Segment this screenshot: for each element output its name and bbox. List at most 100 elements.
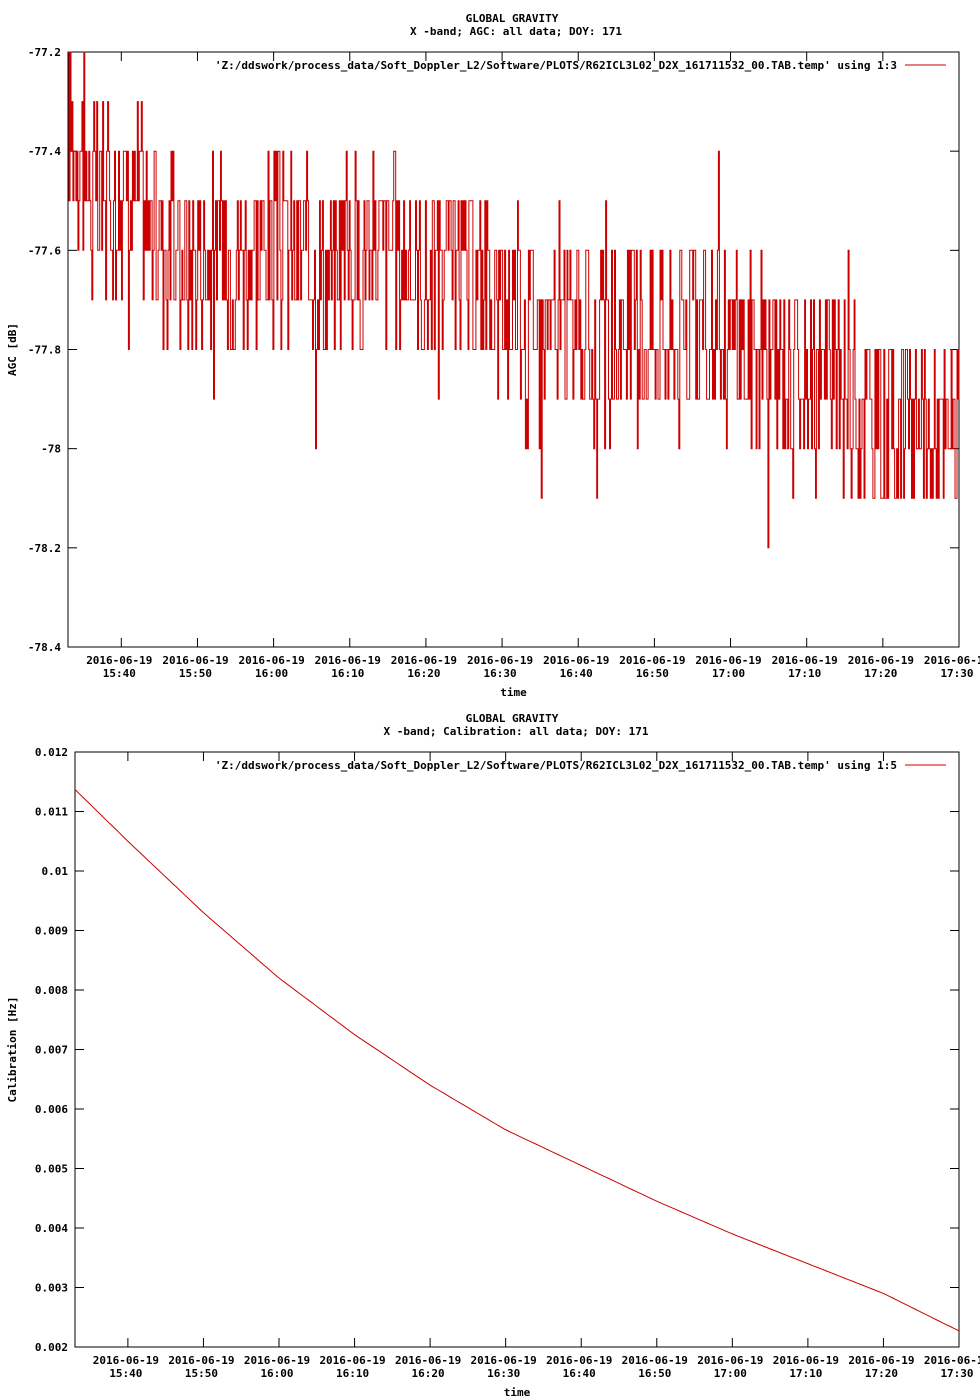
data-point [242,250,244,252]
x-tick-time: 15:50 [185,1367,218,1380]
x-tick-time: 16:40 [563,1367,596,1380]
data-point [74,789,76,791]
data-point [197,250,199,252]
data-point [775,373,777,375]
x-tick-date: 2016-06-19 [848,654,914,667]
data-point [278,977,280,979]
x-tick-date: 2016-06-19 [315,654,381,667]
data-point [67,101,69,103]
x-tick-date: 2016-06-19 [319,1354,385,1367]
x-tick-date: 2016-06-19 [467,654,533,667]
y-tick-label: 0.005 [35,1163,68,1176]
x-tick-date: 2016-06-19 [162,654,228,667]
data-point [429,1084,431,1086]
data-point [127,840,129,842]
data-point [372,250,374,252]
data-point [905,423,907,425]
data-point [395,250,397,252]
x-tick-time: 17:20 [864,667,897,680]
x-tick-time: 16:10 [331,667,364,680]
y-axis-label: Calibration [Hz] [6,997,19,1103]
x-tick-date: 2016-06-19 [244,1354,310,1367]
data-point [524,299,526,301]
x-tick-date: 2016-06-19 [619,654,685,667]
data-point [121,200,123,202]
x-tick-time: 16:20 [407,667,440,680]
x-tick-time: 16:50 [636,667,669,680]
x-tick-date: 2016-06-19 [471,1354,537,1367]
data-point [732,1233,734,1235]
x-tick-date: 2016-06-19 [695,654,761,667]
x-tick-date: 2016-06-19 [773,1354,839,1367]
x-axis-label: time [500,686,527,699]
data-point [319,274,321,276]
data-point [654,324,656,326]
data-point [501,299,503,301]
x-tick-time: 17:10 [789,1367,822,1380]
x-tick-date: 2016-06-19 [546,1354,612,1367]
x-tick-date: 2016-06-19 [543,654,609,667]
data-point [577,324,579,326]
data-point [580,1165,582,1167]
y-tick-label: 0.003 [35,1282,68,1295]
y-tick-label: -78.4 [28,641,61,654]
x-tick-date: 2016-06-19 [924,654,980,667]
chart-title: GLOBAL GRAVITY [466,712,559,725]
data-point [471,274,473,276]
x-axis-label: time [504,1386,531,1399]
y-tick-label: -78.2 [28,542,61,555]
y-tick-label: -77.2 [28,46,61,59]
data-point [958,1330,960,1332]
x-tick-date: 2016-06-19 [924,1354,980,1367]
chart-title: GLOBAL GRAVITY [466,12,559,25]
x-tick-date: 2016-06-19 [86,654,152,667]
y-tick-label: -77.4 [28,145,61,158]
x-tick-date: 2016-06-19 [848,1354,914,1367]
x-tick-time: 15:40 [109,1367,142,1380]
x-tick-time: 17:00 [714,1367,747,1380]
x-tick-time: 16:30 [487,1367,520,1380]
data-point [547,324,549,326]
x-tick-time: 16:40 [560,667,593,680]
x-tick-date: 2016-06-19 [622,1354,688,1367]
x-tick-date: 2016-06-19 [772,654,838,667]
x-tick-time: 17:30 [940,667,973,680]
x-tick-time: 17:20 [865,1367,898,1380]
y-tick-label: -77.6 [28,244,61,257]
x-tick-date: 2016-06-19 [168,1354,234,1367]
data-point [699,324,701,326]
x-tick-time: 17:10 [788,667,821,680]
data-point [448,274,450,276]
x-tick-time: 16:30 [484,667,517,680]
y-tick-label: 0.009 [35,925,68,938]
data-point [753,349,755,351]
y-tick-label: 0.012 [35,746,68,759]
data-point [958,448,960,450]
y-tick-label: 0.004 [35,1222,68,1235]
data-point [143,200,145,202]
x-tick-time: 15:40 [103,667,136,680]
data-point [273,250,275,252]
x-tick-time: 16:00 [260,1367,293,1380]
y-tick-label: 0.002 [35,1341,68,1354]
series-line [68,51,960,549]
data-point [883,1293,885,1295]
x-tick-time: 16:10 [336,1367,369,1380]
y-axis-label: AGC [dB] [6,323,19,376]
y-tick-label: 0.008 [35,984,68,997]
chart-subtitle: X -band; Calibration: all data; DOY: 171 [384,725,649,738]
legend-label: 'Z:/ddswork/process_data/Soft_Doppler_L2… [215,59,897,72]
data-point [676,349,678,351]
data-point [807,1263,809,1265]
plot-frame [74,751,960,1348]
y-tick-label: 0.011 [35,806,68,819]
y-tick-label: 0.007 [35,1044,68,1057]
data-point [166,250,168,252]
data-point [600,349,602,351]
data-point [203,912,205,914]
x-tick-time: 15:50 [179,667,212,680]
series-line [74,789,960,1332]
